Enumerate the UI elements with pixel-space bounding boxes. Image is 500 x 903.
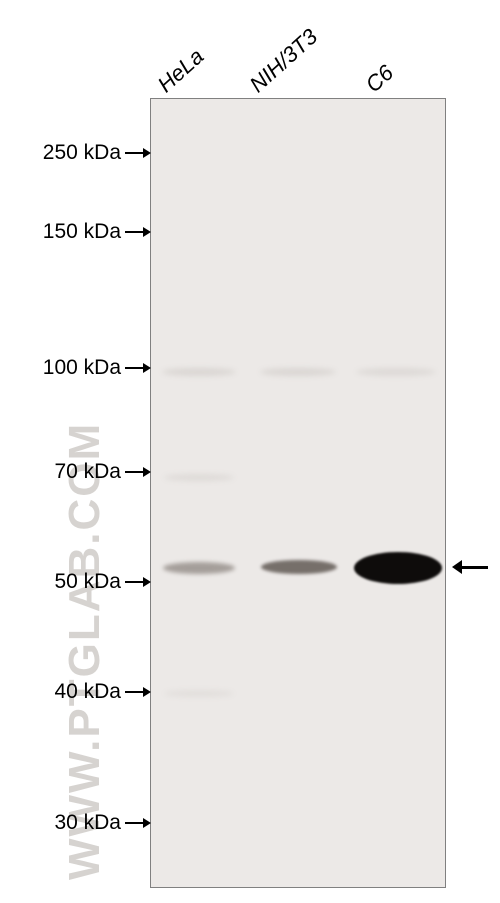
mw-label: 50 kDa — [54, 570, 121, 594]
mw-arrow-icon — [125, 577, 151, 587]
lane-label: C6 — [361, 60, 399, 98]
protein-band — [356, 368, 436, 376]
mw-arrow-icon — [125, 687, 151, 697]
mw-label: 150 kDa — [43, 220, 121, 244]
protein-band — [162, 368, 236, 376]
protein-band — [260, 368, 336, 376]
figure-container: WWW.PTGLAB.COM HeLa NIH/3T3 C6 250 kDa 150 … — [0, 0, 500, 903]
protein-band — [164, 474, 234, 481]
mw-label: 70 kDa — [54, 460, 121, 484]
lane-label: HeLa — [153, 43, 209, 98]
protein-band — [261, 560, 337, 574]
lane-label: NIH/3T3 — [245, 24, 323, 98]
protein-band — [163, 562, 235, 574]
mw-arrow-icon — [125, 818, 151, 828]
mw-arrow-icon — [125, 363, 151, 373]
blot-membrane — [150, 98, 446, 888]
mw-label: 100 kDa — [43, 356, 121, 380]
band-indicator-arrow — [452, 560, 488, 574]
mw-arrow-icon — [125, 227, 151, 237]
mw-label: 250 kDa — [43, 141, 121, 165]
watermark-text: WWW.PTGLAB.COM — [60, 180, 110, 880]
protein-band — [164, 690, 234, 697]
mw-label: 30 kDa — [54, 811, 121, 835]
protein-band — [354, 552, 442, 584]
mw-arrow-icon — [125, 148, 151, 158]
mw-label: 40 kDa — [54, 680, 121, 704]
mw-arrow-icon — [125, 467, 151, 477]
